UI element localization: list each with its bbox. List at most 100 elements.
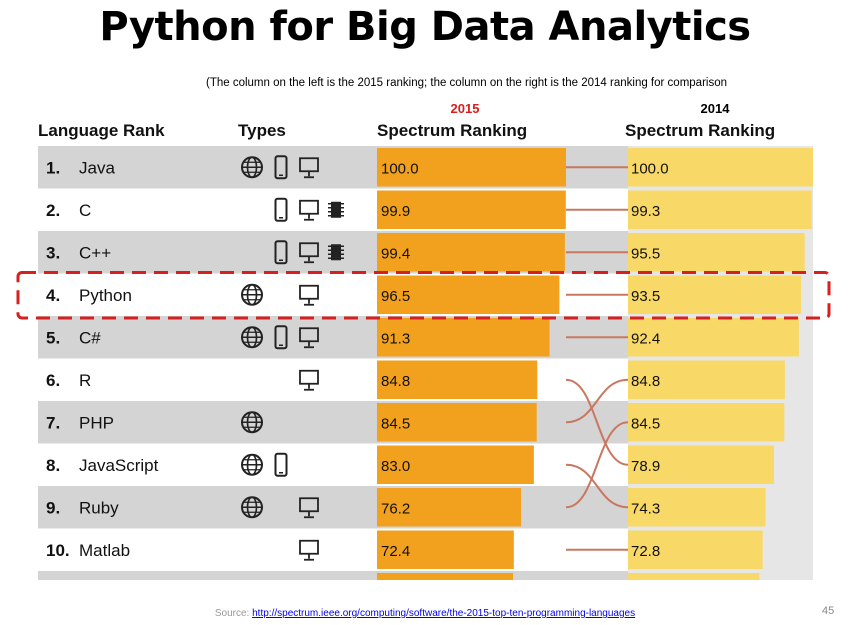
bar-2015 [377,403,537,442]
value-label-2015: 72.4 [381,543,410,560]
bar-2014 [628,275,801,314]
bar-2014-partial [628,573,760,580]
web-icon [241,283,263,306]
value-label-2014: 74.3 [631,500,660,517]
web-icon [241,326,263,349]
language-name: Python [79,286,132,305]
mobile-icon [274,452,288,477]
icon-layer [241,155,344,561]
rank-number: 2. [46,201,60,220]
desktop-icon [299,284,319,306]
mobile-icon [274,240,288,265]
header-language-rank: Language Rank [38,121,165,140]
language-name: R [79,371,91,390]
rank-number: 9. [46,498,60,517]
bar-layer [377,148,813,580]
value-label-2014: 84.8 [631,373,660,390]
connector-layer [565,166,629,551]
value-label-2015: 84.5 [381,415,410,432]
bar-2015-partial [377,573,514,580]
rank-number: 6. [46,371,60,390]
value-label-2015: 99.4 [381,245,410,262]
bar-2014 [628,148,813,187]
mobile-icon [274,155,288,180]
bar-2015 [377,445,534,484]
bar-2015 [377,148,566,187]
value-label-2015: 100.0 [381,160,419,177]
mobile-icon [274,197,288,222]
web-icon [241,496,263,519]
language-name: JavaScript [79,456,159,475]
bar-2014 [628,403,785,442]
rank-connector [565,463,629,509]
desktop-icon [299,157,319,179]
rank-number: 1. [46,158,60,177]
value-label-2014: 92.4 [631,330,660,347]
header-spectrum-2015: Spectrum Ranking [377,121,527,140]
comparison-note: (The column on the left is the 2015 rank… [206,77,727,89]
header-types: Types [238,121,286,140]
bar-2014 [628,360,785,399]
header-spectrum-2014: Spectrum Ranking [625,121,775,140]
bar-2015 [377,530,514,569]
bar-2014 [628,318,799,357]
language-name: PHP [79,413,114,432]
value-label-2014: 100.0 [631,160,669,177]
header-year-2014: 2014 [701,101,731,116]
bar-2014 [628,233,805,272]
bar-2014 [628,530,763,569]
bar-2014 [628,190,812,229]
language-name: C++ [79,243,111,262]
value-label-2015: 83.0 [381,458,410,475]
value-label-2014: 99.3 [631,203,660,220]
desktop-icon [299,327,319,349]
desktop-icon [299,369,319,391]
desktop-icon [299,539,319,561]
language-name: Matlab [79,541,130,560]
bar-2014 [628,488,766,527]
python-highlight-box [16,271,831,320]
value-label-2014: 78.9 [631,458,660,475]
header-year-2015: 2015 [451,101,480,116]
rank-connector [565,378,629,466]
value-label-2015: 84.8 [381,373,410,390]
rank-number: 3. [46,243,60,262]
value-label-2015: 96.5 [381,288,410,305]
value-label-2014: 95.5 [631,245,660,262]
source-footer: Source: http://spectrum.ieee.org/computi… [0,608,850,619]
language-name: Ruby [79,498,119,517]
bar-2015 [377,190,566,229]
rank-number: 7. [46,413,60,432]
slide-title: Python for Big Data Analytics [99,4,751,50]
value-label-2015: 76.2 [381,500,410,517]
desktop-icon [299,199,319,221]
language-name: Java [79,158,115,177]
bar-2015 [377,275,560,314]
bar-2015 [377,360,538,399]
bar-2015 [377,488,522,527]
bar-2015 [377,318,550,357]
value-label-2015: 99.9 [381,203,410,220]
rank-number: 4. [46,286,60,305]
rank-number: 8. [46,456,60,475]
source-link[interactable]: http://spectrum.ieee.org/computing/softw… [252,608,636,619]
language-name: C# [79,328,101,347]
desktop-icon [299,497,319,519]
rank-number: 10. [46,541,70,560]
source-label: Source: [214,608,250,619]
web-icon [241,453,263,476]
web-icon [241,411,263,434]
rank-connector [565,378,629,424]
page-number: 45 [822,605,835,617]
value-label-2015: 91.3 [381,330,410,347]
mobile-icon [274,325,288,350]
bar-2014 [628,445,774,484]
embedded-icon [328,244,344,261]
language-name: C [79,201,91,220]
value-label-2014: 84.5 [631,415,660,432]
value-label-2014: 93.5 [631,288,660,305]
rank-connector [565,421,629,509]
desktop-icon [299,242,319,264]
value-label-2014: 72.8 [631,543,660,560]
